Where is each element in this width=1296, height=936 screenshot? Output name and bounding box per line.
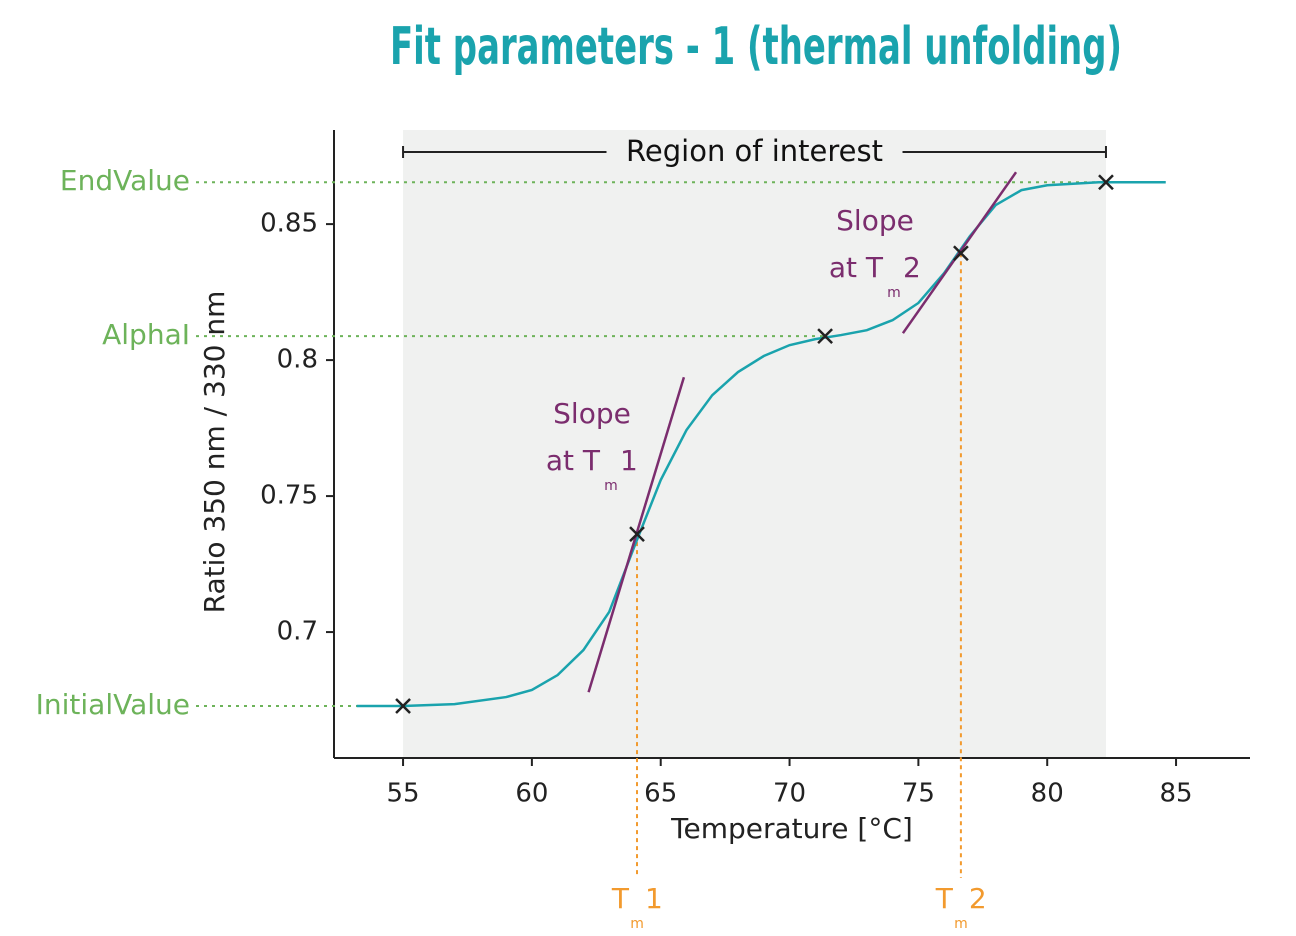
- fit-point: [395, 698, 411, 714]
- x-tick-label: 60: [515, 779, 548, 809]
- chart-title: Fit parameters - 1 (thermal unfolding): [390, 17, 1122, 77]
- fit-point: [1098, 174, 1114, 191]
- y-tick-label: 0.8: [277, 345, 318, 375]
- y-tick-label: 0.7: [277, 617, 318, 647]
- x-tick-label: 80: [1031, 779, 1064, 809]
- level-label: EndValue: [60, 164, 190, 197]
- y-tick-label: 0.75: [260, 481, 318, 511]
- tm-label-suffix: 1: [645, 882, 663, 915]
- slope-label-sub: m: [604, 478, 618, 494]
- fit-point: [629, 526, 645, 543]
- slope-label: Slope: [836, 204, 914, 237]
- slope-label: at T: [546, 444, 601, 477]
- fit-point: [953, 245, 969, 262]
- region-of-interest: [403, 130, 1106, 758]
- slope-label-sub: m: [887, 285, 901, 301]
- x-tick-label: 75: [902, 779, 935, 809]
- slope-label-suffix: 2: [903, 251, 921, 284]
- region-label-bg: [606, 134, 903, 170]
- tm-label-sub: m: [954, 916, 968, 932]
- tm-label-suffix: 2: [969, 882, 987, 915]
- fit-point: [817, 328, 833, 345]
- slope-label: Slope: [553, 397, 631, 430]
- y-axis-label: Ratio 350 nm / 330 nm: [198, 291, 231, 614]
- tm-label: T: [935, 882, 954, 915]
- y-tick-label: 0.85: [260, 209, 318, 239]
- x-tick-label: 55: [387, 779, 420, 809]
- x-axis-label: Temperature [°C]: [670, 812, 913, 845]
- slope-label-suffix: 1: [620, 444, 638, 477]
- tm-label-sub: m: [630, 916, 644, 932]
- x-tick-label: 65: [644, 779, 677, 809]
- level-label: InitialValue: [36, 688, 190, 721]
- level-label: AlphaI: [102, 318, 190, 351]
- tm-label: T: [611, 882, 630, 915]
- x-tick-label: 70: [773, 779, 806, 809]
- region-label: Region of interest: [626, 134, 883, 168]
- x-tick-label: 85: [1160, 779, 1193, 809]
- slope-label: at T: [829, 251, 884, 284]
